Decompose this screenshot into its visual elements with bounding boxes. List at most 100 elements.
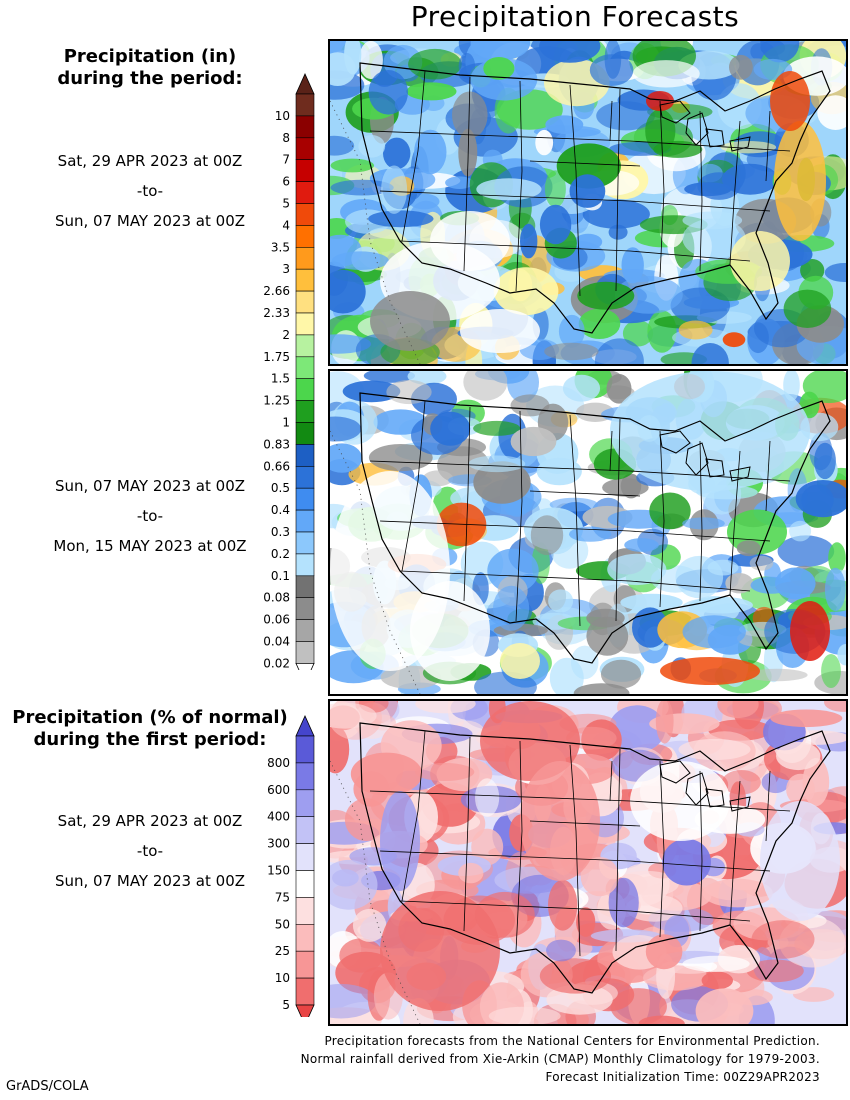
- great-lake-outline: [659, 430, 691, 454]
- state-boundary: [463, 736, 471, 932]
- precip-header-line2: during the period:: [57, 68, 243, 89]
- precip-field-cell: [751, 920, 815, 959]
- colorbar-tick-label: 10: [275, 109, 290, 123]
- precip-field-cell: [330, 158, 375, 173]
- precip-field-cell: [760, 41, 800, 63]
- colorbar-swatch: [295, 789, 315, 818]
- precip-field-cell: [408, 48, 462, 80]
- precip-field-cell: [415, 701, 476, 714]
- colorbar-swatch: [295, 334, 315, 358]
- precip-field-cell: [331, 251, 389, 270]
- precip-field-cell: [580, 857, 619, 897]
- state-boundary: [569, 414, 581, 627]
- precip-field-cell: [475, 778, 500, 817]
- precip-field-cell: [468, 455, 526, 473]
- pct-period-to: -to-: [136, 842, 164, 860]
- precip-field-cell: [578, 308, 621, 339]
- precip-feature: [774, 121, 826, 241]
- precip-feature: [370, 291, 450, 351]
- colorbar-tick-label: 0.83: [263, 437, 290, 451]
- precip-field-cell: [746, 668, 808, 682]
- colorbar-tick-label: 1.25: [263, 394, 290, 408]
- period1-end: Sun, 07 MAY 2023 at 00Z: [54, 212, 246, 230]
- precip-field-cell: [695, 988, 754, 1024]
- state-boundary: [609, 430, 613, 472]
- colorbar-tick-label: 0.5: [271, 481, 290, 495]
- colorbar-swatch: [295, 897, 315, 925]
- precip-field-cell: [487, 548, 539, 593]
- precip-field-cell: [746, 959, 804, 983]
- precip-field-cell: [624, 538, 659, 552]
- footer-line3: Forecast Initialization Time: 00Z29APR20…: [545, 1070, 820, 1084]
- colorbar-tick-label: 3.5: [271, 240, 290, 254]
- precip-field-cell: [625, 894, 683, 922]
- colorbar-tick-label: 6: [282, 175, 290, 189]
- precip-field-cell: [682, 955, 750, 972]
- precip-field-cell: [548, 879, 578, 931]
- precip-field-cell: [381, 165, 408, 214]
- precip-field-cell: [539, 41, 601, 63]
- colorbar-swatch: [295, 378, 315, 401]
- colorbar-tick-label: 0.1: [271, 569, 290, 583]
- precip-field-cell: [544, 342, 599, 361]
- colorbar-tick-label: 50: [275, 917, 290, 931]
- colorbar-tick-label: 1.5: [271, 372, 290, 386]
- state-boundary: [401, 730, 426, 902]
- colorbar-swatch: [295, 924, 315, 952]
- colorbar-top-arrow: [295, 73, 315, 95]
- state-boundary: [399, 240, 751, 262]
- great-lake-outline: [729, 136, 751, 152]
- precip-field-cell: [539, 958, 611, 994]
- precip-field-cell: [691, 343, 729, 364]
- colorbar-swatch: [295, 137, 315, 161]
- precip-field-cell: [814, 442, 836, 480]
- country-outline: [359, 62, 831, 334]
- state-boundary: [569, 744, 581, 957]
- colorbar-bottom-arrow: [295, 1004, 315, 1017]
- great-lake-outline: [705, 458, 725, 478]
- colorbar-tick-label: 0.02: [263, 656, 290, 670]
- colorbar-swatch: [295, 268, 315, 292]
- precip-field-cell: [789, 520, 812, 542]
- precip-field-cell: [776, 741, 821, 771]
- precip-field-cell: [576, 907, 596, 937]
- precip-feature: [660, 657, 760, 685]
- state-boundary: [369, 130, 791, 152]
- state-boundary: [369, 460, 791, 482]
- precip-field-cell: [352, 908, 387, 942]
- precip-field-cell: [422, 470, 454, 487]
- state-boundary: [529, 820, 641, 827]
- period1-start: Sat, 29 APR 2023 at 00Z: [57, 152, 243, 170]
- colorbar-tick-label: 300: [267, 837, 290, 851]
- precip-field-cell: [589, 54, 634, 86]
- great-lake-outline: [659, 760, 691, 784]
- precip-field-cell: [777, 535, 835, 567]
- colorbar-top-arrow: [295, 715, 315, 737]
- precip-field-cell: [473, 461, 531, 504]
- pct-period-label: Sat, 29 APR 2023 at 00Z -to- Sun, 07 MAY…: [30, 806, 270, 896]
- precip-feature: [500, 643, 540, 679]
- precip-field-cell: [682, 615, 746, 649]
- pct-normal-colorbar: 800 600 400 300 150 75 50 25 10 5: [267, 715, 315, 1017]
- precip-field-cell: [678, 738, 751, 761]
- precip-field-cell: [358, 41, 383, 80]
- page-title: Precipitation Forecasts: [410, 0, 740, 33]
- precip-field-cell: [770, 709, 843, 728]
- grads-credit: GrADS/COLA: [6, 1079, 89, 1094]
- precip-field-cell: [406, 82, 457, 101]
- precip-field-cell: [608, 224, 628, 240]
- state-boundary: [659, 430, 665, 608]
- precip-field-cell: [717, 701, 759, 719]
- precip-feature: [760, 801, 840, 921]
- colorbar-tick-label: 8: [282, 131, 290, 145]
- colorbar-swatch: [295, 619, 315, 642]
- pct-normal-header-line1: Precipitation (% of normal): [12, 707, 288, 728]
- precip-field-cell: [608, 705, 666, 753]
- precip-field-cell: [783, 289, 832, 328]
- precip-field-cell: [330, 859, 378, 910]
- state-boundary: [765, 440, 771, 512]
- precip-field-cell: [602, 478, 649, 497]
- colorbar-swatch: [295, 203, 315, 226]
- precip-field-cell: [548, 589, 574, 613]
- colorbar-tick-label: 400: [267, 810, 290, 824]
